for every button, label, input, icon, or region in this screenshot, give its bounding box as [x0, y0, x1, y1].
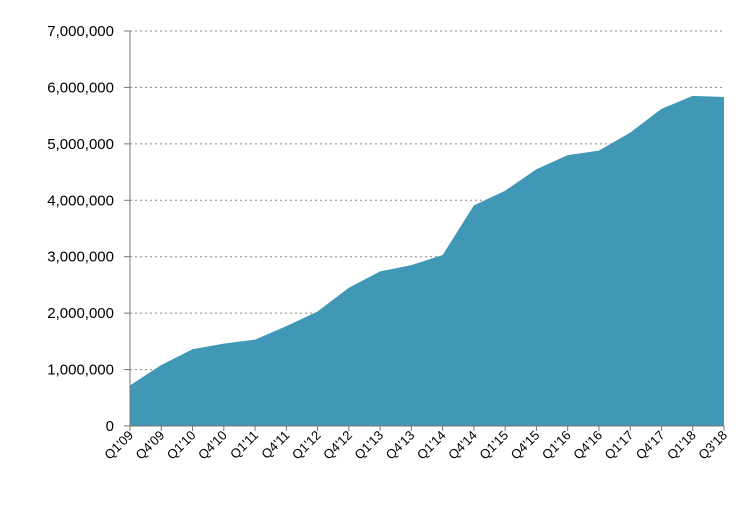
- x-tick-label: Q3'18: [695, 428, 730, 463]
- x-tick-label: Q4'14: [445, 428, 480, 463]
- y-tick-label: 4,000,000: [47, 192, 114, 209]
- x-tick-label: Q4'13: [383, 428, 418, 463]
- x-tick-label: Q4'12: [320, 428, 355, 463]
- y-tick-label: 0: [106, 418, 114, 435]
- x-tick-label: Q1'12: [289, 428, 324, 463]
- x-tick-label: Q1'10: [164, 428, 199, 463]
- x-tick-label: Q4'09: [133, 428, 168, 463]
- y-tick-label: 3,000,000: [47, 249, 114, 266]
- area-fill: [130, 95, 724, 426]
- y-tick-label: 2,000,000: [47, 305, 114, 322]
- y-tick-label: 7,000,000: [47, 23, 114, 40]
- y-tick-label: 5,000,000: [47, 136, 114, 153]
- axes: [129, 31, 724, 427]
- x-tick-label: Q1'14: [414, 428, 449, 463]
- y-tick-label: 6,000,000: [47, 79, 114, 96]
- x-tick-label: Q1'18: [664, 428, 699, 463]
- x-tick-label: Q4'15: [508, 428, 543, 463]
- x-tick-label: Q4'17: [633, 428, 668, 463]
- x-tick-label: Q1'17: [601, 428, 636, 463]
- x-axis-tick-labels: Q1'09Q4'09Q1'10Q4'10Q1'11Q4'11Q1'12Q4'12…: [101, 426, 730, 462]
- x-tick-label: Q4'10: [195, 428, 230, 463]
- area-series: [129, 95, 725, 426]
- x-tick-label: Q4'16: [570, 428, 605, 463]
- x-tick-label: Q1'16: [539, 428, 574, 463]
- x-tick-label: Q4'11: [258, 428, 292, 462]
- y-axis-tick-labels: 0 1,000,000 2,000,000 3,000,000 4,000,000 5,0…: [47, 23, 130, 435]
- x-tick-label: Q1'13: [351, 428, 386, 463]
- x-tick-label: Q1'11: [227, 428, 261, 462]
- x-tick-label: Q1'15: [476, 428, 511, 463]
- y-tick-label: 1,000,000: [47, 362, 114, 379]
